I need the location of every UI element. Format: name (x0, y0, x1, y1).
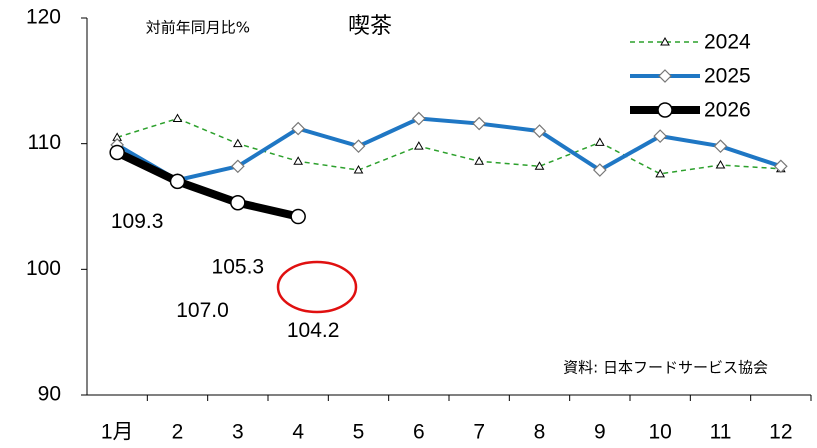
x-tick-label: 11 (710, 421, 732, 444)
point (411, 111, 426, 126)
source-note: 資料: 日本フードサービス協会 (563, 359, 768, 377)
point (472, 116, 487, 131)
point (291, 121, 306, 136)
point (230, 194, 246, 211)
x-tick-label: 5 (353, 421, 365, 444)
x-tick-label: 3 (232, 421, 244, 444)
point (232, 138, 243, 148)
point (172, 113, 183, 123)
x-tick-label: 9 (594, 421, 606, 444)
legend-label: 2026 (704, 99, 751, 122)
point (592, 163, 607, 177)
point (353, 165, 364, 174)
point (413, 141, 424, 150)
x-tick-label: 12 (769, 421, 792, 444)
legend-label: 2024 (704, 31, 751, 54)
x-tick-label: 8 (534, 421, 546, 444)
x-tick-label: 7 (473, 421, 485, 444)
point (655, 168, 666, 178)
x-tick-label: 6 (413, 421, 425, 444)
point (653, 129, 668, 143)
point (532, 124, 547, 138)
y-tick-label: 100 (26, 257, 61, 280)
data-label: 107.0 (176, 299, 229, 322)
point (293, 156, 304, 165)
legend-label: 2025 (704, 65, 751, 88)
chart-title: 喫茶 (348, 14, 392, 39)
y-tick-label: 120 (26, 6, 61, 29)
point (290, 208, 306, 225)
point (474, 156, 485, 165)
point (594, 137, 605, 146)
point (658, 69, 672, 83)
point (715, 160, 726, 169)
y-tick-label: 110 (28, 131, 61, 154)
point (351, 139, 366, 154)
point (534, 161, 545, 170)
point (713, 139, 728, 154)
data-label: 104.2 (287, 319, 340, 342)
data-label: 105.3 (212, 255, 265, 278)
point (660, 36, 670, 46)
point (109, 144, 125, 161)
series-line (115, 148, 300, 221)
point (773, 159, 788, 174)
data-label: 109.3 (111, 210, 164, 233)
x-tick-label: 2 (172, 421, 184, 444)
y-tick-label: 90 (38, 383, 61, 406)
point (657, 102, 673, 118)
y-axis-unit: 対前年同月比% (146, 19, 250, 37)
point (230, 159, 245, 174)
series-line (116, 117, 781, 175)
series-line (116, 116, 782, 183)
x-tick-label: 1月 (101, 421, 134, 444)
point (169, 173, 186, 190)
highlight-circle (276, 260, 358, 314)
x-tick-label: 4 (292, 421, 304, 444)
x-tick-label: 10 (648, 421, 671, 444)
